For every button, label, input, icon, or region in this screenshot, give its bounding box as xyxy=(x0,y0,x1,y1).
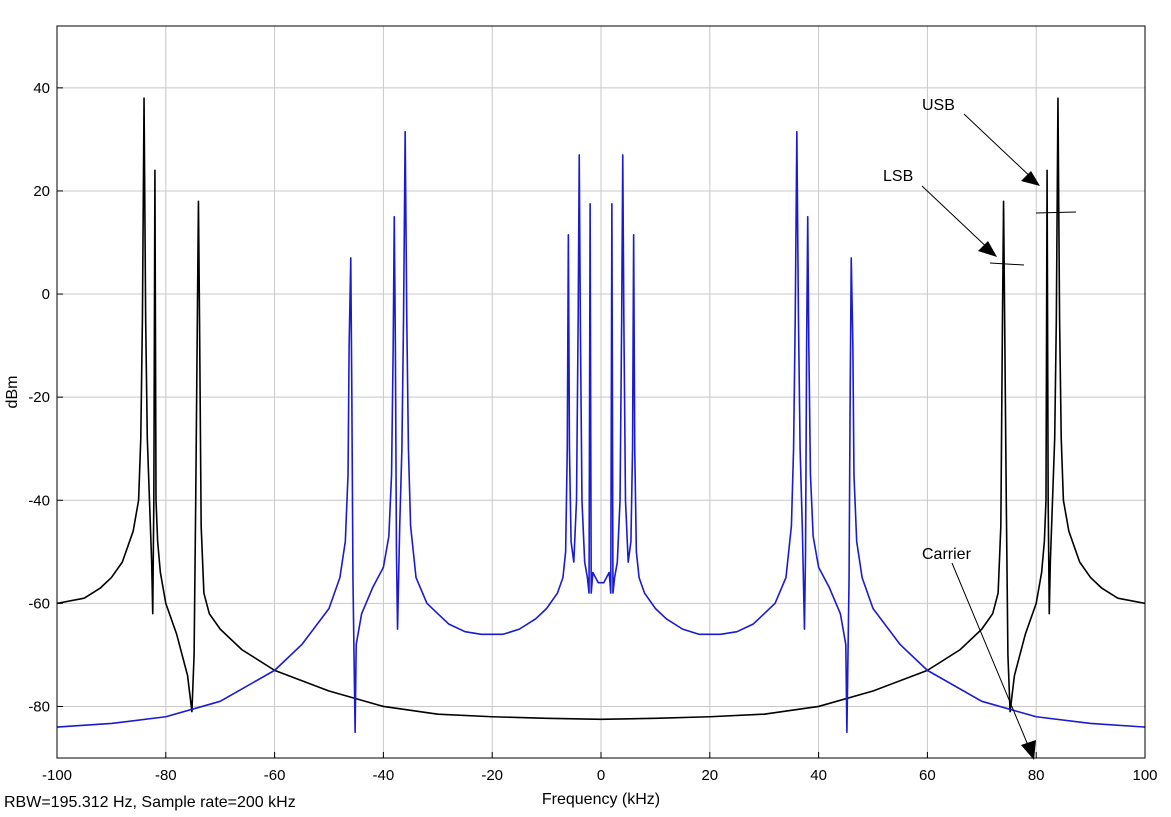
footnote: RBW=195.312 Hz, Sample rate=200 kHz xyxy=(4,794,296,811)
y-axis-label: dBm xyxy=(4,376,21,409)
usb-arrow-head xyxy=(1021,171,1040,186)
grid xyxy=(56,26,1146,758)
y-tick-label: -40 xyxy=(28,492,50,509)
lsb-annotation: LSB xyxy=(883,168,1025,266)
usb-marker-line xyxy=(1035,211,1077,214)
usb-annotation: USB xyxy=(922,97,1077,214)
y-tick-label: 20 xyxy=(33,183,50,200)
y-tick-label: -80 xyxy=(28,698,50,715)
y-tick-label: -20 xyxy=(28,389,50,406)
series-line-1 xyxy=(56,130,1146,734)
lsb-arrow-head xyxy=(978,241,997,257)
x-tick-label: 40 xyxy=(810,767,827,784)
carrier-arrow-head xyxy=(1021,740,1036,760)
x-tick-label: 100 xyxy=(1132,767,1157,784)
usb-arrow-shaft xyxy=(963,113,1037,183)
plot-frame xyxy=(56,25,1146,759)
plot-area xyxy=(56,97,1146,734)
x-tick-labels: -100 -80 -60 -40 -20 0 20 40 60 80 100 xyxy=(42,767,1158,784)
x-tick-label: -60 xyxy=(264,767,286,784)
lsb-marker-line xyxy=(989,262,1025,266)
lsb-arrow-shaft xyxy=(921,185,994,254)
x-tick-label: -80 xyxy=(155,767,177,784)
usb-label: USB xyxy=(922,97,955,114)
x-tick-label: -40 xyxy=(373,767,395,784)
y-tick-label: -60 xyxy=(28,595,50,612)
x-tick-label: -20 xyxy=(481,767,503,784)
y-tick-label: 0 xyxy=(42,286,50,303)
series-line-0 xyxy=(56,97,1146,721)
x-tick-label: -100 xyxy=(42,767,72,784)
x-tick-label: 60 xyxy=(919,767,936,784)
y-tick-label: 40 xyxy=(33,80,50,97)
x-tick-label: 0 xyxy=(597,767,605,784)
x-tick-label: 20 xyxy=(701,767,718,784)
x-tick-label: 80 xyxy=(1028,767,1045,784)
carrier-label: Carrier xyxy=(922,546,972,563)
lsb-label: LSB xyxy=(883,168,913,185)
series-layer xyxy=(56,97,1146,734)
x-axis-label: Frequency (kHz) xyxy=(542,791,660,808)
carrier-arrow-shaft xyxy=(951,562,1031,751)
carrier-annotation: Carrier xyxy=(922,546,1036,760)
y-tick-labels: -80 -60 -40 -20 0 20 40 xyxy=(28,80,50,716)
